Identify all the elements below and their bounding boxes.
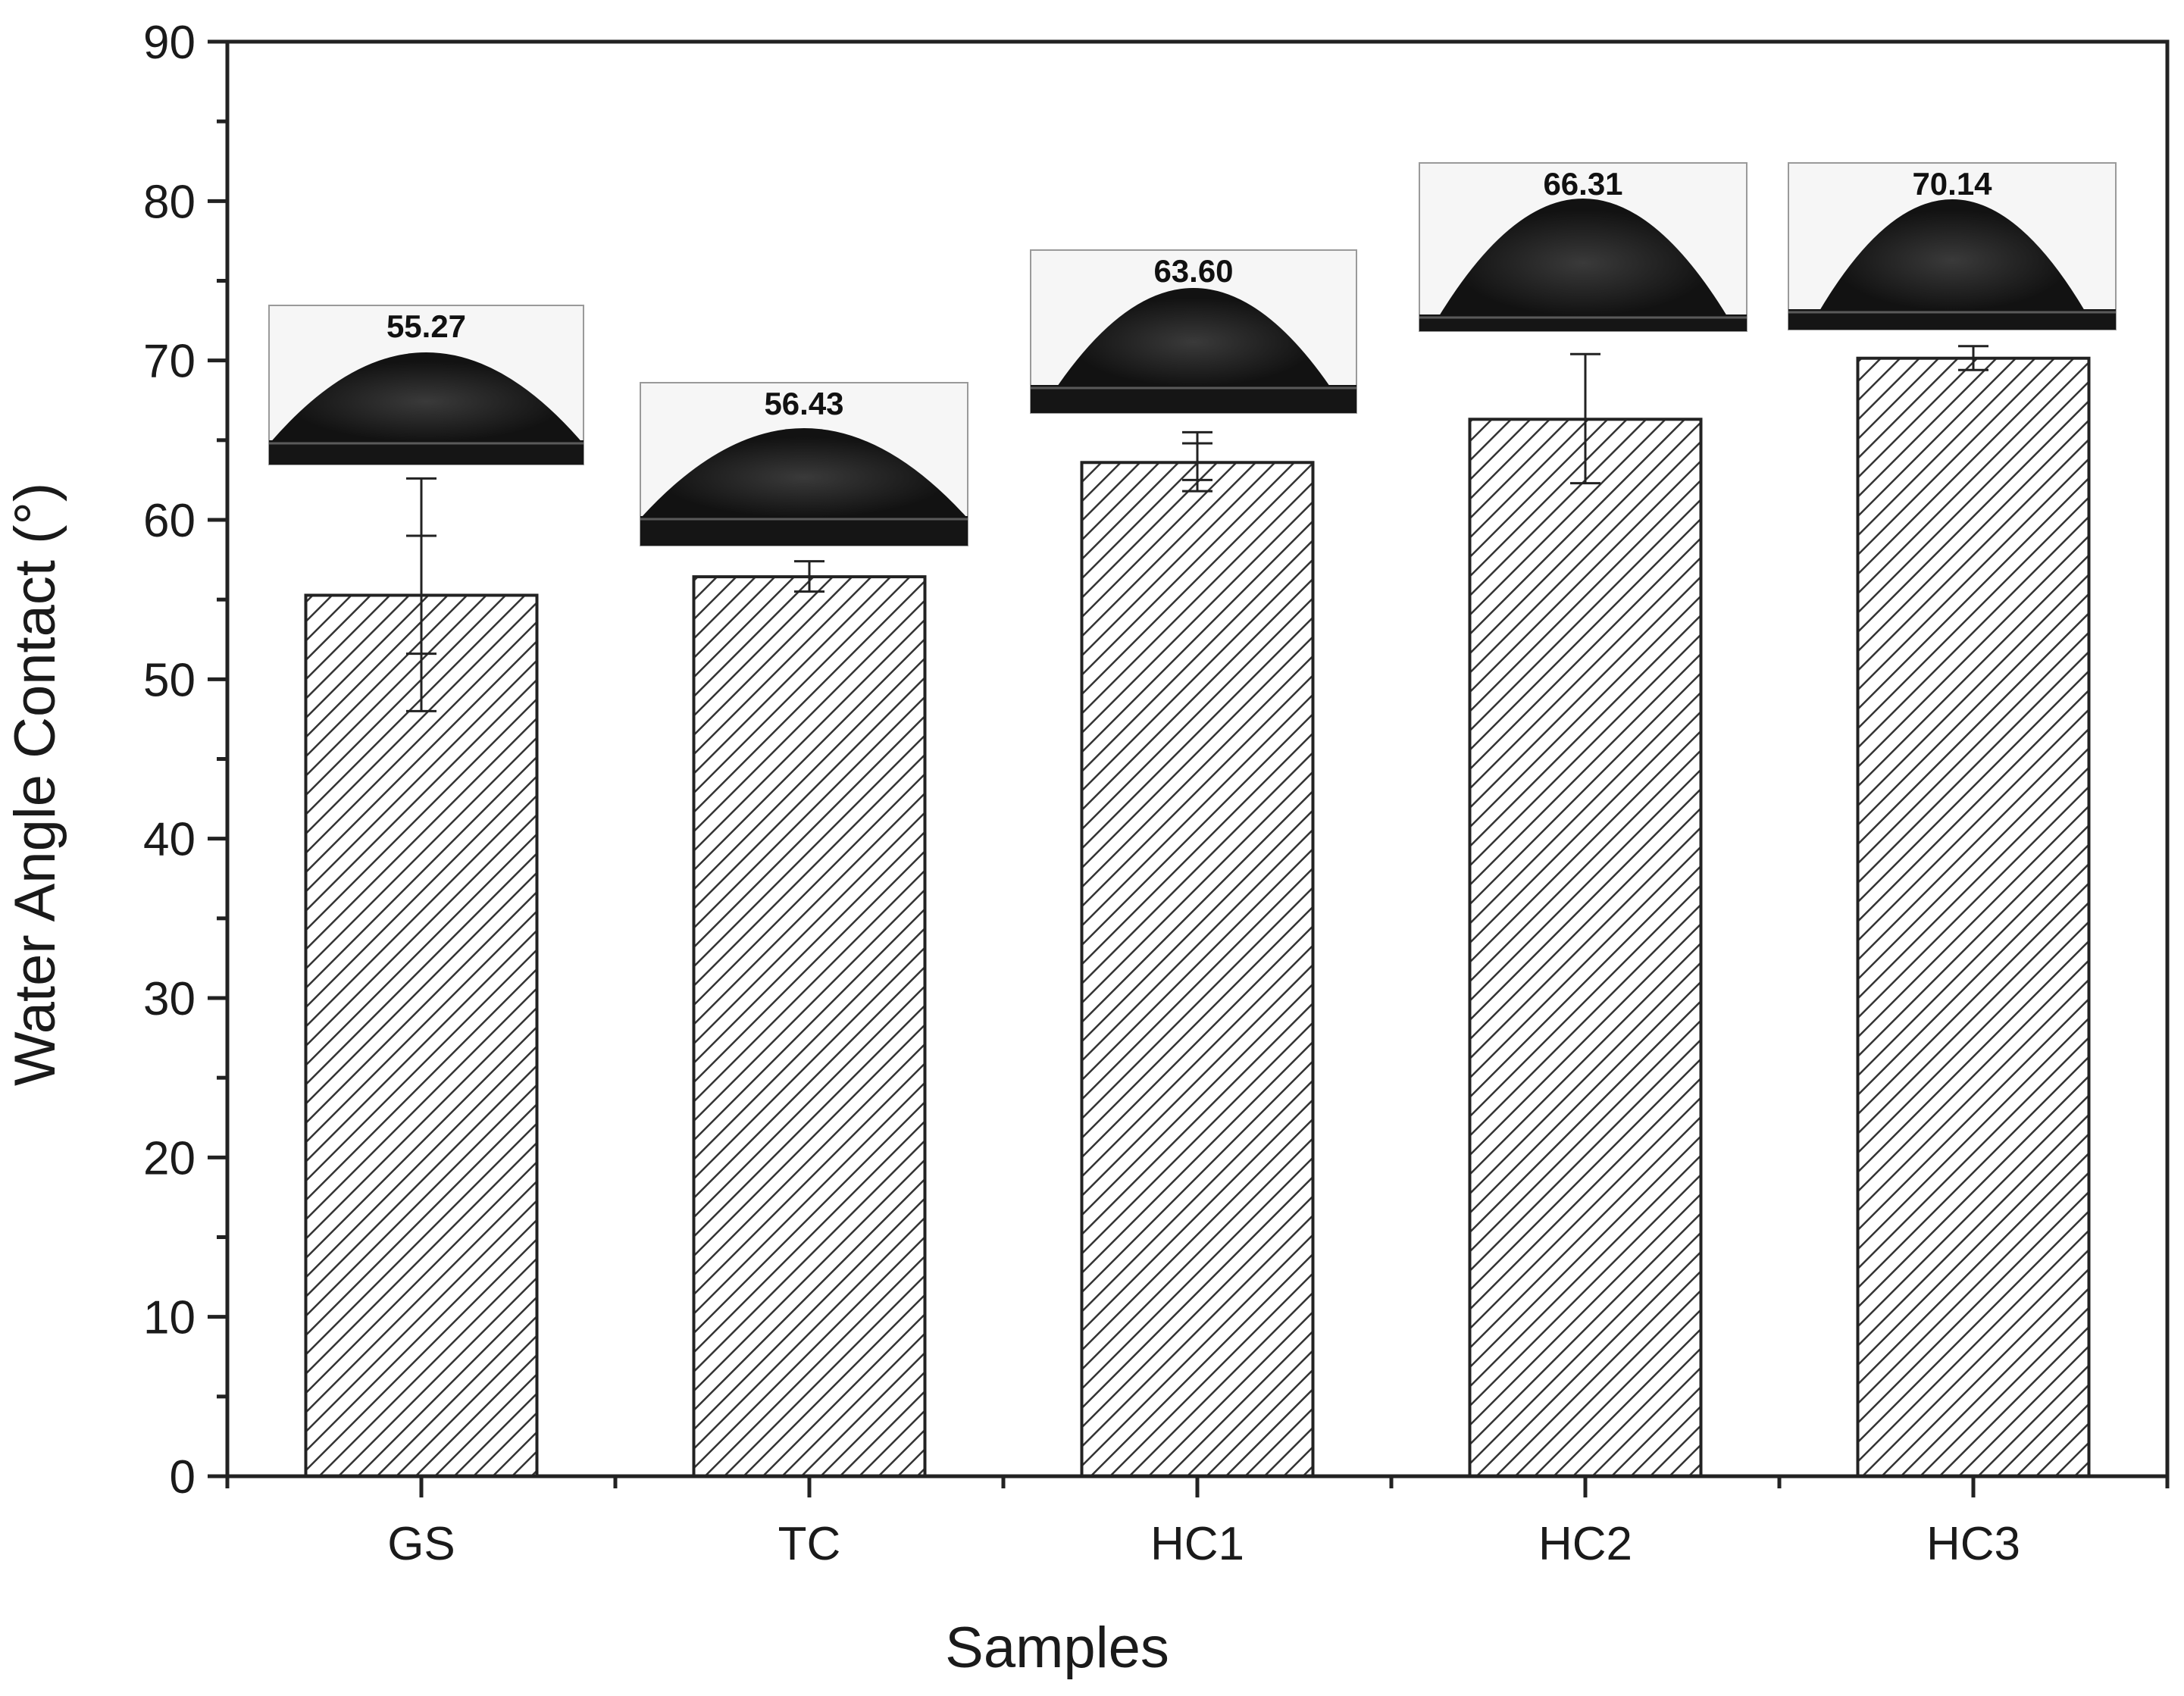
y-tick-label: 60 [143, 495, 196, 547]
droplet-photo-tc: 56.43 [640, 382, 968, 546]
bar-gs [304, 593, 539, 1478]
y-tick-label: 0 [170, 1451, 196, 1504]
error-bar-tc [794, 560, 824, 593]
x-tick-label: GS [387, 1518, 455, 1570]
x-axis-title: Samples [945, 1616, 1169, 1680]
y-tick-label: 40 [143, 814, 196, 866]
x-tick-label: TC [778, 1518, 841, 1570]
droplet-photo-hc1: 63.60 [1030, 249, 1357, 414]
droplet-photo-hc3: 70.14 [1788, 162, 2117, 330]
y-axis-title: Water Angle Contact (°) [3, 483, 67, 1086]
droplet-photo-hc2: 66.31 [1419, 162, 1748, 332]
x-tick-label: HC1 [1150, 1518, 1244, 1570]
droplet-angle-label: 63.60 [1153, 253, 1233, 289]
bar-hc3 [1856, 356, 2091, 1478]
y-tick-label: 90 [143, 17, 196, 69]
bar-tc [692, 575, 927, 1478]
bar-hc1 [1080, 461, 1315, 1478]
y-tick-label: 20 [143, 1132, 196, 1184]
error-bar-inner-hc1 [1182, 442, 1212, 481]
y-tick-label: 80 [143, 176, 196, 228]
x-tick-label: HC3 [1926, 1518, 2020, 1570]
y-tick-label: 10 [143, 1292, 196, 1344]
y-tick-label: 30 [143, 973, 196, 1025]
bar-hc2 [1468, 418, 1703, 1478]
error-bar-inner-gs [406, 534, 436, 656]
error-bar-hc3 [1958, 345, 1988, 371]
droplet-angle-label: 55.27 [386, 308, 466, 344]
error-bar-hc2 [1570, 352, 1600, 485]
y-tick-label: 70 [143, 336, 196, 388]
x-tick-label: HC2 [1538, 1518, 1632, 1570]
droplet-angle-label: 66.31 [1543, 166, 1622, 202]
y-tick-label: 50 [143, 654, 196, 706]
droplet-photo-gs: 55.27 [268, 305, 584, 465]
droplet-angle-label: 70.14 [1912, 166, 1992, 202]
droplet-angle-label: 56.43 [764, 386, 843, 421]
